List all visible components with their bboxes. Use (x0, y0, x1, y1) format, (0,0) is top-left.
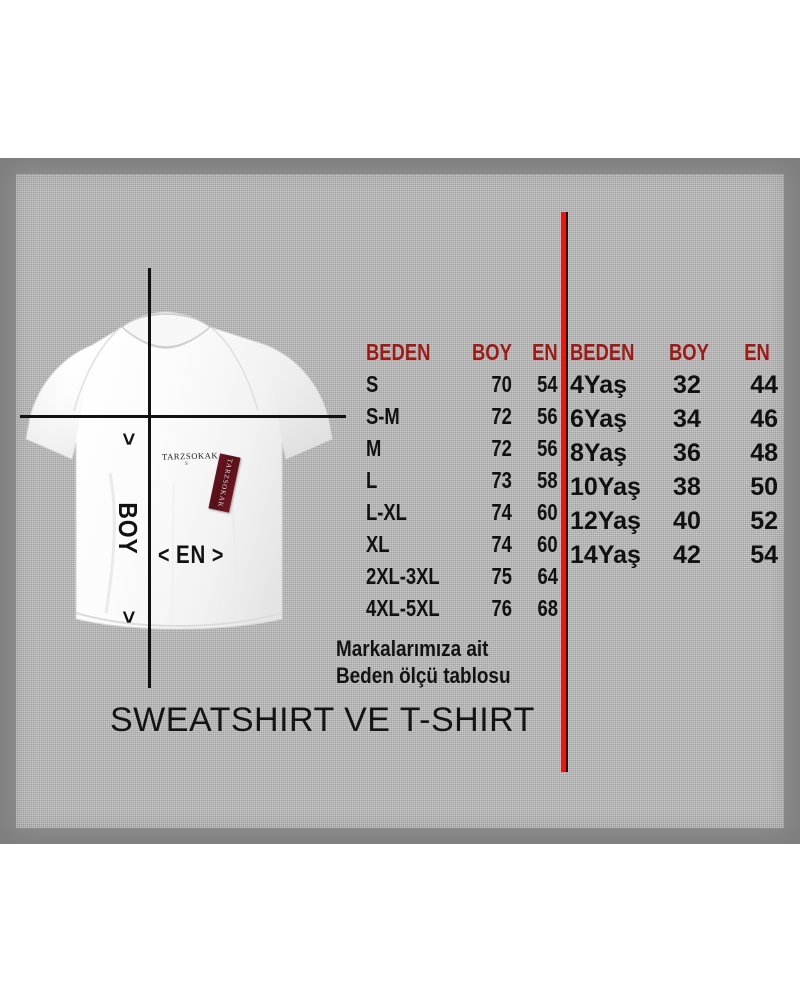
column-header-beden: BEDEN (570, 339, 635, 365)
column-header-beden: BEDEN (366, 339, 431, 365)
cell-boy: 72 (490, 403, 512, 429)
width-measurement-marker: < EN > (158, 541, 224, 570)
cell-boy: 40 (673, 507, 701, 535)
cell-beden: 12Yaş (570, 507, 641, 535)
column-header-en: EN (743, 339, 770, 365)
measurement-line-horizontal (20, 415, 346, 418)
neck-brand-label: TARZSOKAK (161, 450, 219, 462)
column-header-boy: BOY (471, 339, 512, 365)
brand-caption: Markalarımıza ait Beden ölçü tablosu (336, 635, 523, 689)
cell-boy: 70 (490, 371, 512, 397)
chart-title: SWEATSHIRT VE T-SHIRT (110, 701, 535, 739)
cell-beden: 2XL-3XL (366, 563, 440, 589)
cell-boy: 76 (491, 595, 513, 621)
cell-boy: 75 (491, 563, 513, 589)
cell-en: 52 (750, 507, 778, 535)
adult-table-body: S 70 54 S-M 72 56 M 72 56 L 73 58 L-XL 7 (366, 368, 558, 624)
cell-beden: 6Yaş (570, 405, 628, 433)
cell-beden: 14Yaş (570, 541, 641, 569)
cell-en: 44 (750, 371, 778, 399)
brand-caption-line-2: Beden ölçü tablosu (336, 663, 511, 688)
cell-en: 50 (750, 473, 778, 501)
table-row: L-XL 74 60 (366, 496, 558, 528)
cell-en: 56 (537, 435, 558, 461)
cell-en: 54 (750, 541, 778, 569)
column-header-en: EN (532, 339, 558, 365)
cell-beden: L-XL (366, 499, 407, 525)
cell-beden: XL (366, 531, 390, 557)
table-header-row: BEDEN BOY EN (570, 336, 778, 368)
cell-boy: 42 (673, 541, 701, 569)
table-row: L 73 58 (366, 464, 558, 496)
table-row: 8Yaş 36 48 (570, 436, 778, 470)
table-row: 14Yaş 42 54 (570, 538, 778, 572)
size-chart-image: TARZSOKAK S TARZSOKAK < EN > > BOY > BED… (0, 158, 800, 844)
table-row: S 70 54 (366, 368, 558, 400)
cell-boy: 73 (490, 467, 512, 493)
kids-size-table: BEDEN BOY EN 4Yaş 32 44 6Yaş 34 46 8Yaş … (570, 336, 778, 572)
cell-beden: S (366, 371, 379, 397)
adult-size-table: BEDEN BOY EN S 70 54 S-M 72 56 M 72 56 L (366, 336, 558, 624)
tshirt-shape (25, 311, 333, 630)
chevron-up-icon: > (115, 432, 141, 446)
table-row: 6Yaş 34 46 (570, 402, 778, 436)
chevron-left-icon: < (158, 541, 171, 569)
table-row: 4Yaş 32 44 (570, 368, 778, 402)
cell-en: 60 (537, 499, 558, 525)
table-row: 2XL-3XL 75 64 (366, 560, 558, 592)
table-divider (561, 212, 568, 772)
kids-table-body: 4Yaş 32 44 6Yaş 34 46 8Yaş 36 48 10Yaş 3… (570, 368, 778, 572)
table-row: 12Yaş 40 52 (570, 504, 778, 538)
table-row: 4XL-5XL 76 68 (366, 592, 558, 624)
cell-boy: 38 (673, 473, 701, 501)
cell-beden: L (366, 467, 378, 493)
brand-caption-line-1: Markalarımıza ait (336, 636, 489, 661)
table-row: 10Yaş 38 50 (570, 470, 778, 504)
cell-boy: 32 (673, 371, 701, 399)
tshirt-illustration: TARZSOKAK S TARZSOKAK (14, 283, 344, 663)
cell-boy: 74 (490, 531, 512, 557)
table-row: XL 74 60 (366, 528, 558, 560)
cell-beden: M (366, 435, 382, 461)
width-measurement-label: EN (176, 541, 207, 569)
chevron-right-icon: > (211, 541, 225, 569)
cell-beden: 8Yaş (570, 439, 628, 467)
cell-en: 58 (537, 467, 558, 493)
cell-boy: 74 (490, 499, 512, 525)
length-measurement-marker: > BOY > (106, 428, 150, 628)
table-row: M 72 56 (366, 432, 558, 464)
cell-en: 60 (537, 531, 558, 557)
cell-boy: 36 (673, 439, 701, 467)
cell-boy: 34 (673, 405, 701, 433)
chart-background (16, 174, 784, 828)
cell-en: 56 (537, 403, 558, 429)
length-measurement-label: BOY (113, 501, 144, 555)
cell-en: 64 (537, 563, 558, 589)
cell-en: 68 (537, 595, 558, 621)
cell-en: 48 (750, 439, 778, 467)
column-header-boy: BOY (668, 339, 709, 365)
measurement-line-vertical (148, 268, 151, 688)
cell-en: 46 (750, 405, 778, 433)
table-header-row: BEDEN BOY EN (366, 336, 558, 368)
cell-beden: S-M (366, 403, 400, 429)
chevron-down-icon: > (115, 610, 141, 624)
cell-beden: 4Yaş (570, 371, 628, 399)
neck-size-label: S (185, 462, 188, 467)
hang-tag-text: TARZSOKAK (215, 457, 234, 509)
cell-beden: 4XL-5XL (366, 595, 440, 621)
cell-en: 54 (537, 371, 558, 397)
cell-boy: 72 (490, 435, 512, 461)
cell-beden: 10Yaş (570, 473, 641, 501)
table-row: S-M 72 56 (366, 400, 558, 432)
